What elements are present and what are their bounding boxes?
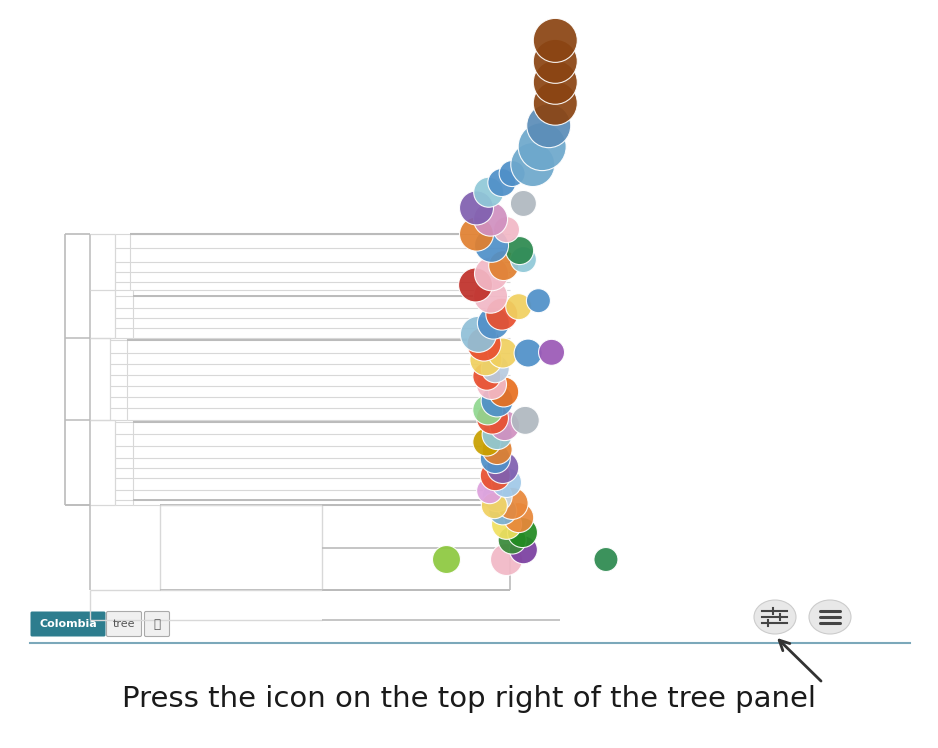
Circle shape xyxy=(510,247,537,272)
Circle shape xyxy=(498,526,526,554)
Circle shape xyxy=(487,452,519,483)
Circle shape xyxy=(474,177,504,207)
Circle shape xyxy=(510,191,537,216)
Ellipse shape xyxy=(809,600,851,634)
Circle shape xyxy=(509,536,537,564)
Circle shape xyxy=(470,344,502,375)
Circle shape xyxy=(482,420,512,450)
Circle shape xyxy=(499,161,525,186)
Circle shape xyxy=(475,257,508,291)
Circle shape xyxy=(489,497,517,525)
Circle shape xyxy=(477,402,508,434)
Circle shape xyxy=(534,19,577,62)
Circle shape xyxy=(467,327,501,361)
Text: Colombia: Colombia xyxy=(39,619,97,629)
Circle shape xyxy=(489,251,519,280)
Circle shape xyxy=(459,268,492,302)
Circle shape xyxy=(504,503,534,533)
Circle shape xyxy=(461,316,496,352)
Circle shape xyxy=(480,461,510,491)
Circle shape xyxy=(481,385,513,417)
Circle shape xyxy=(477,478,503,503)
Circle shape xyxy=(460,217,493,251)
Circle shape xyxy=(477,370,507,399)
Circle shape xyxy=(482,435,512,465)
Circle shape xyxy=(474,279,507,313)
Circle shape xyxy=(486,298,518,330)
Circle shape xyxy=(492,509,522,539)
Circle shape xyxy=(460,191,493,225)
Circle shape xyxy=(473,428,501,456)
Circle shape xyxy=(496,488,528,519)
Circle shape xyxy=(534,82,577,125)
Text: Press the icon on the top right of the tree panel: Press the icon on the top right of the t… xyxy=(122,685,816,714)
Circle shape xyxy=(432,545,461,574)
Ellipse shape xyxy=(754,600,796,634)
Circle shape xyxy=(477,307,509,339)
Circle shape xyxy=(507,518,537,548)
Circle shape xyxy=(488,168,516,197)
Circle shape xyxy=(527,104,570,147)
Text: tree: tree xyxy=(113,619,135,629)
Circle shape xyxy=(491,544,522,575)
Circle shape xyxy=(482,482,512,512)
Circle shape xyxy=(488,338,518,368)
Circle shape xyxy=(489,377,519,407)
Text: ⛶: ⛶ xyxy=(154,618,160,631)
Circle shape xyxy=(490,411,520,441)
FancyBboxPatch shape xyxy=(144,612,170,637)
Circle shape xyxy=(481,493,507,518)
Circle shape xyxy=(526,289,551,313)
Circle shape xyxy=(481,355,509,383)
Circle shape xyxy=(474,202,507,236)
Circle shape xyxy=(493,217,520,242)
Circle shape xyxy=(534,61,577,104)
FancyBboxPatch shape xyxy=(31,612,105,637)
Circle shape xyxy=(511,143,554,186)
Circle shape xyxy=(473,362,501,390)
Circle shape xyxy=(492,468,522,497)
Circle shape xyxy=(511,406,539,435)
Circle shape xyxy=(506,294,532,319)
FancyBboxPatch shape xyxy=(107,612,142,637)
Circle shape xyxy=(473,395,503,425)
Circle shape xyxy=(594,548,618,571)
Circle shape xyxy=(518,123,567,171)
Circle shape xyxy=(506,236,534,265)
Circle shape xyxy=(475,228,508,263)
Circle shape xyxy=(534,40,577,83)
Circle shape xyxy=(538,340,565,365)
Circle shape xyxy=(514,339,542,367)
Circle shape xyxy=(480,444,510,473)
